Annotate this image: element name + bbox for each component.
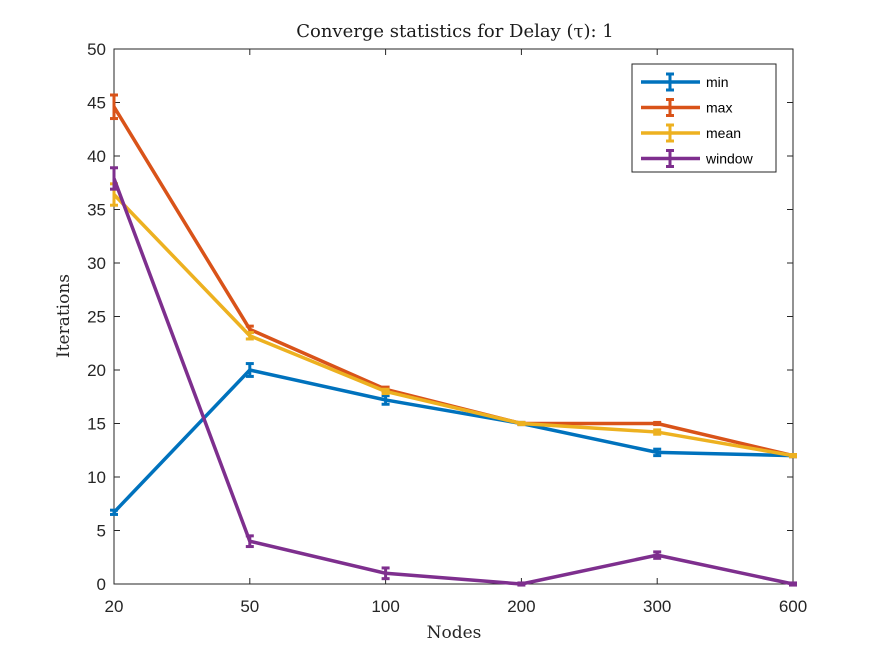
series-lines xyxy=(110,93,797,587)
y-tick-label: 50 xyxy=(87,40,106,59)
x-tick-label: 300 xyxy=(643,597,671,616)
y-axis-label: Iterations xyxy=(54,274,74,358)
y-tick-label: 20 xyxy=(87,361,106,380)
legend-label-min: min xyxy=(706,74,729,90)
y-tick-label: 15 xyxy=(87,415,106,434)
x-axis-label: Nodes xyxy=(427,623,482,643)
y-tick-label: 30 xyxy=(87,254,106,273)
legend-box xyxy=(631,63,777,173)
y-tick-label: 25 xyxy=(87,308,106,327)
series-line-window xyxy=(112,177,794,586)
y-tick-label: 40 xyxy=(87,147,106,166)
legend: min max mean window xyxy=(631,63,777,173)
series-line-mean xyxy=(112,193,794,458)
y-tick-label: 0 xyxy=(97,575,106,594)
y-tick-label: 10 xyxy=(87,468,106,487)
series-line-min xyxy=(112,368,794,514)
y-tick-label: 35 xyxy=(87,201,106,220)
legend-label-max: max xyxy=(706,100,732,116)
x-tick-label: 100 xyxy=(371,597,399,616)
chart-title: Converge statistics for Delay (τ): 1 xyxy=(296,21,614,42)
y-tick-label: 45 xyxy=(87,94,106,113)
axis-ticks: 0 5 10 15 20 25 30 35 40 45 50 20 50 100 200 300 600 xyxy=(87,40,807,616)
x-tick-label: 600 xyxy=(779,597,807,616)
legend-label-window: window xyxy=(705,151,754,167)
x-tick-label: 50 xyxy=(240,597,259,616)
y-tick-label: 5 xyxy=(97,522,106,541)
legend-label-mean: mean xyxy=(706,125,741,141)
x-tick-label: 200 xyxy=(507,597,535,616)
x-tick-label: 20 xyxy=(105,597,124,616)
